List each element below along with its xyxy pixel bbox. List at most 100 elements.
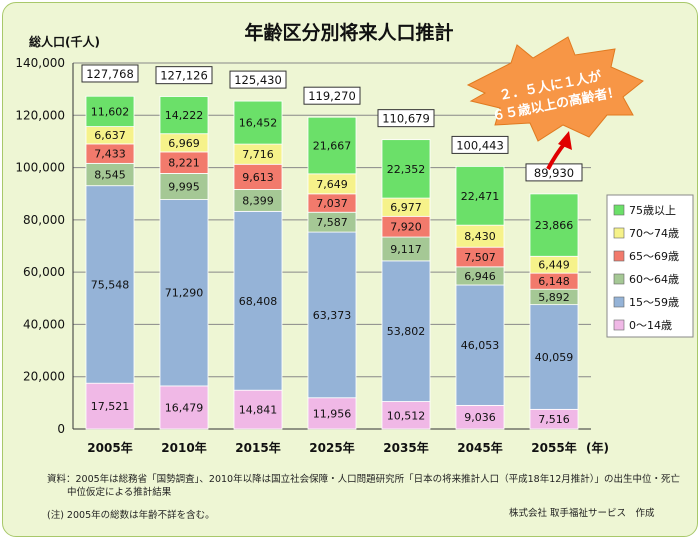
data-label-5-3: 7,507 (464, 251, 496, 264)
bar-segment-4-5 (381, 139, 431, 199)
legend-swatch-1 (613, 296, 625, 308)
data-label-0-0: 17,521 (91, 400, 130, 413)
bar-segment-1-5 (159, 96, 209, 135)
data-label-4-5: 22,352 (387, 163, 426, 176)
x-tick-label-3: 2025年 (309, 440, 354, 455)
source-line2: 中位仮定による推計結果 (67, 487, 172, 498)
x-tick-label-1: 2010年 (161, 440, 206, 455)
legend-label-3: 65～69歳 (629, 250, 679, 263)
data-label-5-1: 46,053 (461, 339, 500, 352)
data-label-6-4: 6,449 (538, 259, 570, 272)
annotation: ２．５人に１人が ６５歳以上の高齢者！ (466, 36, 644, 170)
data-label-1-5: 14,222 (165, 109, 204, 122)
legend-label-4: 70～74歳 (629, 227, 679, 240)
bar-segment-6-1 (529, 304, 579, 410)
data-label-4-4: 6,977 (390, 201, 422, 214)
y-tick-label-2: 40,000 (23, 317, 65, 331)
source-note: 資料：2005年は総務省「国勢調査」、2010年以降は国立社会保障・人口問題研究… (47, 473, 687, 499)
population-chart: 年齢区分別将来人口推計 総人口(千人) 0 20,000 40,000 60,000 8… (15, 21, 694, 455)
total-box-4 (377, 109, 435, 128)
x-tick-label-5: 2045年 (457, 440, 502, 455)
data-label-3-3: 7,037 (316, 197, 348, 210)
total-box-6 (525, 163, 583, 182)
y-tick-label-5: 100,000 (15, 161, 65, 175)
data-label-0-5: 11,602 (91, 105, 130, 118)
bar-segment-0-5 (85, 95, 135, 127)
y-tick-label-0: 0 (57, 422, 65, 436)
total-box-5 (451, 135, 509, 154)
bar-segment-1-2 (159, 173, 209, 200)
data-label-2-2: 8,399 (242, 194, 274, 207)
y-tick-label-6: 120,000 (15, 108, 65, 122)
data-label-1-3: 8,221 (168, 157, 200, 170)
data-label-0-1: 75,548 (91, 278, 130, 291)
y-tick-label-1: 20,000 (23, 370, 65, 384)
y-tick-label-4: 80,000 (23, 213, 65, 227)
data-label-3-2: 7,587 (316, 216, 348, 229)
data-label-1-2: 9,995 (168, 180, 200, 193)
legend-swatch-4 (613, 227, 625, 239)
bar-segment-3-5 (307, 116, 357, 175)
data-label-1-4: 6,969 (168, 137, 200, 150)
total-label-1: 127,126 (160, 69, 208, 83)
bar-segment-2-3 (233, 163, 283, 190)
y-tick-labels: 0 20,000 40,000 60,000 80,000 100,000 120,000 1… (15, 56, 65, 436)
data-label-5-2: 6,946 (464, 270, 496, 283)
data-label-2-0: 14,841 (239, 404, 278, 417)
total-label-4: 110,679 (382, 112, 430, 126)
source-line1: 資料：2005年は総務省「国勢調査」、2010年以降は国立社会保障・人口問題研究… (47, 474, 681, 485)
data-label-0-3: 7,433 (94, 148, 126, 161)
total-label-6: 89,930 (534, 166, 574, 180)
legend-swatch-2 (613, 273, 625, 285)
y-tick-label-7: 140,000 (15, 56, 65, 70)
total-label-0: 127,768 (86, 67, 134, 81)
footnote: (注) 2005年の総数は年齢不詳を含む。 (47, 510, 215, 521)
callout-starburst (466, 36, 644, 142)
legend-swatch-0 (613, 319, 625, 331)
data-label-5-0: 9,036 (464, 411, 496, 424)
credit: 株式会社 取手福祉サービス 作成 (509, 508, 655, 519)
legend-label-5: 75歳以上 (629, 204, 676, 217)
data-label-3-0: 11,956 (313, 407, 352, 420)
data-label-1-1: 71,290 (165, 287, 204, 300)
data-label-6-3: 6,148 (538, 275, 570, 288)
bar-segment-5-1 (455, 284, 505, 406)
bars: 17,521 75,548 8,545 7,433 6,637 11,602 127,768… (81, 64, 583, 430)
data-label-0-2: 8,545 (94, 169, 126, 182)
total-label-2: 125,430 (234, 73, 282, 87)
y-axis-label: 総人口(千人) (29, 34, 100, 49)
x-tick-labels: 2005年 2010年 2015年 2025年 2035年 2045年 2055年 (87, 440, 576, 455)
data-label-5-4: 8,430 (464, 230, 496, 243)
callout-arrowhead (558, 131, 572, 150)
legend: 75歳以上 70～74歳 65～69歳 60～64歳 15～59歳 0～14歳 (606, 194, 694, 338)
data-label-6-0: 7,516 (538, 413, 570, 426)
bar-segment-6-5 (529, 193, 579, 257)
bar-segment-0-1 (85, 185, 135, 384)
data-label-3-1: 63,373 (313, 309, 352, 322)
data-label-6-5: 23,866 (535, 219, 574, 232)
bar-segment-1-1 (159, 199, 209, 387)
total-box-2 (229, 70, 287, 89)
data-label-3-5: 21,667 (313, 140, 352, 153)
total-label-5: 100,443 (456, 138, 504, 152)
data-label-5-5: 22,471 (461, 190, 500, 203)
legend-label-1: 15～59歳 (629, 296, 679, 309)
x-tick-label-0: 2005年 (87, 440, 132, 455)
data-label-0-4: 6,637 (94, 129, 126, 142)
data-label-4-1: 53,802 (387, 325, 426, 338)
legend-swatch-5 (613, 204, 625, 216)
total-box-3 (303, 86, 361, 105)
data-label-2-4: 7,716 (242, 148, 274, 161)
data-label-6-2: 5,892 (538, 291, 570, 304)
data-label-4-2: 9,117 (390, 243, 422, 256)
data-label-2-3: 9,613 (242, 171, 274, 184)
data-label-3-4: 7,649 (316, 178, 348, 191)
x-axis-label: (年) (586, 440, 609, 455)
bar-segment-5-5 (455, 166, 505, 226)
data-label-4-0: 10,512 (387, 409, 426, 422)
total-box-0 (81, 64, 139, 83)
bar-segment-2-0 (233, 389, 283, 430)
x-tick-label-4: 2035年 (383, 440, 428, 455)
legend-swatch-3 (613, 250, 625, 262)
